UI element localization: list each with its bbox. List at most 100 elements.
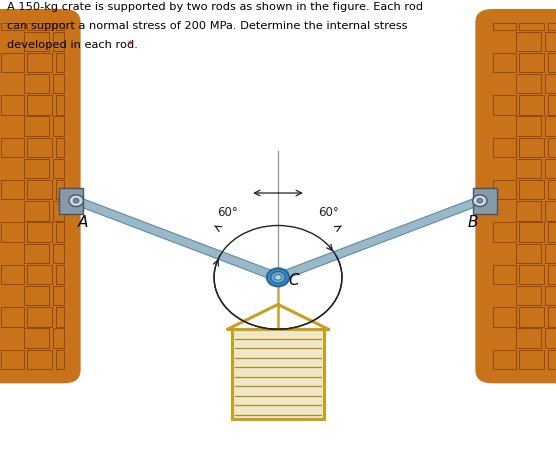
Bar (545, 244, 556, 263)
Bar (516, 328, 541, 348)
Polygon shape (276, 197, 482, 281)
Bar (519, 23, 544, 30)
Bar (53, 244, 64, 263)
Bar (56, 222, 64, 242)
Bar (493, 265, 515, 284)
Bar (53, 201, 64, 221)
Bar (519, 138, 544, 157)
Bar (27, 53, 52, 72)
Bar (493, 307, 515, 327)
Bar (53, 159, 64, 178)
Text: C: C (288, 273, 299, 289)
Bar (545, 201, 556, 221)
Bar (24, 286, 49, 305)
Bar (1, 222, 23, 242)
Bar (519, 53, 544, 72)
Bar (1, 265, 23, 284)
Bar (548, 95, 556, 115)
Text: 60°: 60° (217, 206, 237, 219)
Bar (27, 23, 52, 30)
Bar (56, 53, 64, 72)
Bar (27, 95, 52, 115)
Circle shape (73, 198, 79, 203)
Bar (545, 74, 556, 93)
Bar (548, 265, 556, 284)
Text: developed in each rod.: developed in each rod. (7, 40, 141, 50)
Polygon shape (74, 197, 280, 281)
Bar (519, 265, 544, 284)
FancyBboxPatch shape (475, 9, 556, 383)
Bar (56, 350, 64, 369)
Text: B: B (468, 215, 478, 230)
Bar (27, 138, 52, 157)
Bar (27, 180, 52, 199)
Bar (27, 307, 52, 327)
Bar (493, 53, 515, 72)
Bar (56, 180, 64, 199)
Text: can support a normal stress of 200 MPa. Determine the internal stress: can support a normal stress of 200 MPa. … (7, 21, 407, 31)
Bar (519, 95, 544, 115)
Text: *: * (128, 40, 134, 50)
Bar (545, 159, 556, 178)
Bar (493, 180, 515, 199)
Bar (24, 328, 49, 348)
Bar (493, 138, 515, 157)
Bar (24, 201, 49, 221)
Bar (493, 350, 515, 369)
Bar (548, 53, 556, 72)
Bar (545, 32, 556, 51)
Bar (53, 328, 64, 348)
Bar (516, 116, 541, 136)
Circle shape (271, 272, 285, 283)
Bar (24, 159, 49, 178)
FancyBboxPatch shape (473, 188, 497, 213)
Bar (1, 138, 23, 157)
Bar (1, 180, 23, 199)
Bar (232, 329, 324, 419)
Bar (1, 307, 23, 327)
Bar (545, 328, 556, 348)
Bar (27, 350, 52, 369)
Bar (53, 32, 64, 51)
Circle shape (275, 275, 281, 280)
Bar (1, 53, 23, 72)
Bar (545, 286, 556, 305)
Bar (1, 95, 23, 115)
Bar (519, 180, 544, 199)
Bar (548, 350, 556, 369)
Bar (545, 116, 556, 136)
Bar (516, 244, 541, 263)
Circle shape (477, 198, 483, 203)
Text: A: A (78, 215, 88, 230)
FancyBboxPatch shape (0, 9, 81, 383)
Bar (27, 265, 52, 284)
FancyBboxPatch shape (59, 188, 83, 213)
Bar (24, 116, 49, 136)
Bar (516, 32, 541, 51)
Bar (493, 95, 515, 115)
Circle shape (267, 268, 289, 286)
Bar (548, 138, 556, 157)
Circle shape (69, 195, 83, 207)
Bar (548, 307, 556, 327)
Bar (516, 74, 541, 93)
Circle shape (473, 195, 487, 207)
Bar (548, 180, 556, 199)
Bar (56, 138, 64, 157)
Polygon shape (74, 197, 280, 281)
Bar (27, 222, 52, 242)
Bar (24, 74, 49, 93)
Bar (56, 23, 64, 30)
Bar (493, 222, 515, 242)
Polygon shape (276, 197, 482, 281)
Text: 60°: 60° (319, 206, 339, 219)
Bar (519, 350, 544, 369)
Bar (519, 222, 544, 242)
Bar (53, 116, 64, 136)
Bar (548, 222, 556, 242)
Bar (548, 23, 556, 30)
Bar (516, 286, 541, 305)
Bar (53, 286, 64, 305)
Bar (56, 265, 64, 284)
Bar (493, 23, 515, 30)
